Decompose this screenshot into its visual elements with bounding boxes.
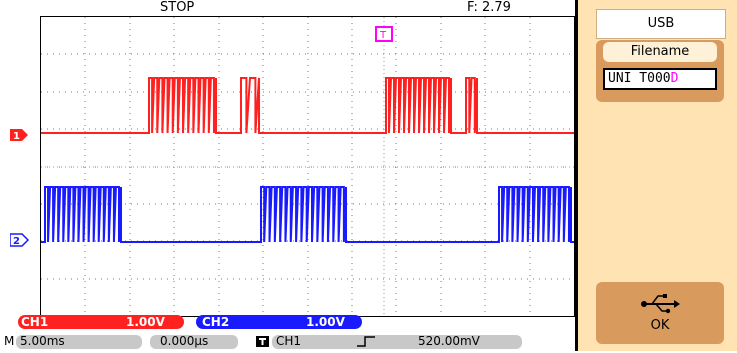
ch1-scale-badge[interactable]: CH1 1.00V — [18, 315, 184, 329]
trigger-source: CH1 — [276, 334, 302, 348]
filename-label: Filename — [603, 42, 717, 62]
ch1-marker-label: 1 — [13, 131, 20, 142]
ch1-level-marker[interactable]: 1 — [10, 128, 32, 142]
ch1-scale: 1.00V — [126, 315, 165, 329]
timebase-box[interactable] — [16, 335, 142, 349]
filename-cursor-char: D — [670, 71, 679, 86]
panel-title: USB — [596, 9, 726, 39]
ok-label: OK — [650, 318, 670, 333]
channel-scale-bar: CH1 1.00V CH2 1.00V — [0, 315, 575, 332]
trigger-icon — [256, 336, 269, 347]
trigger-level: 520.00mV — [418, 334, 480, 348]
timebase-value: 5.00ms — [20, 334, 65, 348]
frequency-readout: F: 2.79 — [467, 0, 511, 15]
filename-input[interactable]: UNI T000D — [603, 68, 717, 90]
ch2-level-marker[interactable]: 2 — [9, 233, 32, 247]
waveform-graticule — [41, 17, 574, 316]
ch2-marker-label: 2 — [13, 236, 20, 247]
acquisition-status: STOP — [160, 0, 195, 15]
filename-button[interactable]: Filename UNI T000D — [596, 40, 724, 102]
usb-icon — [640, 292, 680, 316]
delay-box[interactable] — [150, 335, 238, 349]
waveform-display[interactable] — [40, 16, 575, 317]
rising-edge-icon — [355, 334, 379, 353]
trigger-marker-label: T — [379, 30, 387, 41]
timebase-mode: M — [4, 334, 15, 348]
ch1-waveform — [41, 77, 574, 134]
usb-side-panel: USB Filename UNI T000D OK — [575, 0, 737, 351]
trigger-delay: 0.000µs — [160, 334, 209, 348]
ch2-waveform — [41, 186, 574, 243]
ch2-name: CH2 — [202, 315, 230, 329]
status-bar: STOP F: 2.79 — [0, 0, 575, 16]
ok-button[interactable]: OK — [596, 282, 724, 344]
timebase-bar: M 5.00ms 0.000µs CH1 520.00mV — [0, 332, 575, 351]
ch2-scale: 1.00V — [306, 315, 345, 329]
trigger-position-marker[interactable]: T — [374, 26, 396, 44]
trigger-box[interactable] — [272, 335, 522, 349]
ch1-name: CH1 — [21, 315, 49, 329]
ch2-scale-badge[interactable]: CH2 1.00V — [196, 315, 362, 329]
filename-value: UNI T000 — [608, 71, 671, 86]
